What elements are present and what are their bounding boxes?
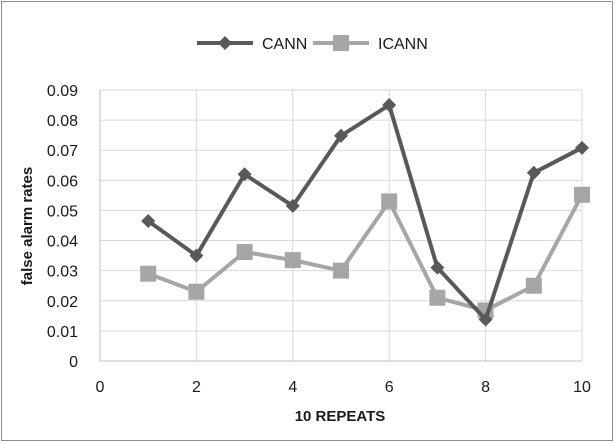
series-icann <box>140 186 590 319</box>
square-marker <box>140 265 157 282</box>
diamond-marker <box>141 213 156 228</box>
y-tick-label: 0.08 <box>47 113 78 130</box>
x-tick-label: 4 <box>288 379 297 396</box>
y-tick-label: 0.05 <box>47 203 78 220</box>
square-marker <box>574 186 590 203</box>
x-tick-label: 2 <box>192 379 201 396</box>
gridlines <box>100 89 583 361</box>
diamond-marker <box>285 198 300 213</box>
x-tick-label: 0 <box>96 379 105 396</box>
square-marker <box>381 193 398 210</box>
series-lines <box>140 98 590 327</box>
legend-item-icann: ICANN <box>313 35 428 53</box>
series-line-cann <box>147 103 583 322</box>
legend-label: CANN <box>262 36 307 53</box>
y-tick-label: 0 <box>69 354 78 371</box>
square-marker <box>429 289 446 306</box>
diamond-marker <box>218 36 232 50</box>
square-marker <box>284 252 301 269</box>
series-cann <box>141 98 589 327</box>
y-tick-label: 0.03 <box>47 264 78 281</box>
square-marker <box>525 277 542 294</box>
y-axis-title: false alarm rates <box>19 167 36 285</box>
diamond-marker <box>382 98 397 113</box>
y-tick-label: 0.07 <box>47 143 78 160</box>
diamond-marker <box>189 248 204 263</box>
axes <box>99 90 582 362</box>
diamond-marker <box>430 260 445 275</box>
y-tick-label: 0.06 <box>47 173 78 190</box>
x-tick-label: 10 <box>573 379 591 396</box>
diamond-marker <box>237 167 252 182</box>
x-tick-label: 8 <box>481 379 490 396</box>
square-marker <box>236 243 253 260</box>
y-tick-label: 0.09 <box>47 83 78 100</box>
square-marker <box>188 283 205 300</box>
diamond-marker <box>575 140 589 155</box>
x-axis-title: 10 REPEATS <box>295 408 386 425</box>
diamond-marker <box>526 165 541 180</box>
legend: CANN ICANN <box>197 35 428 53</box>
legend-label: ICANN <box>378 36 428 53</box>
y-tick-label: 0.01 <box>47 324 78 341</box>
legend-item-cann: CANN <box>197 36 307 53</box>
y-tick-label: 0.02 <box>47 294 78 311</box>
square-marker <box>333 35 349 51</box>
diamond-marker <box>334 128 348 143</box>
square-marker <box>333 262 349 279</box>
series-line-icann <box>147 193 584 313</box>
diamond-marker <box>478 312 493 327</box>
y-tick-label: 0.04 <box>47 234 78 251</box>
x-tick-labels: 0 2 4 6 8 10 <box>96 379 591 396</box>
x-tick-label: 6 <box>385 379 394 396</box>
y-tick-labels: 0 0.01 0.02 0.03 0.04 0.05 0.06 0.07 0.08 0.09 <box>47 83 78 371</box>
